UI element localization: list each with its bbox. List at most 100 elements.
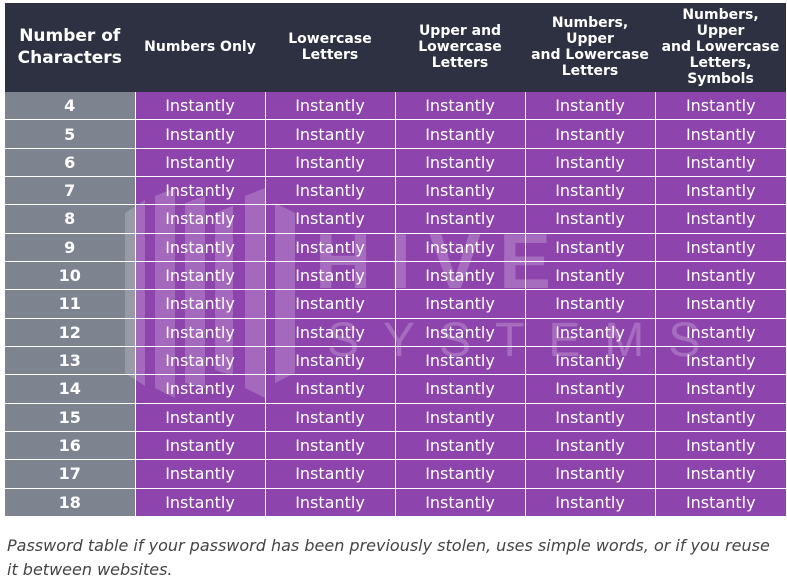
crack-time-cell: Instantly xyxy=(264,430,396,461)
header-line: Letters xyxy=(431,54,489,71)
crack-time-cell: Instantly xyxy=(524,430,656,461)
crack-time-cell: Instantly xyxy=(654,459,786,489)
crack-time-cell: Instantly xyxy=(134,289,266,319)
header-line: Characters xyxy=(17,47,122,68)
crack-time-cell: Instantly xyxy=(264,374,396,404)
crack-time-cell: Instantly xyxy=(264,317,396,347)
crack-time-cell: Instantly xyxy=(524,289,656,319)
table-row: 15 Instantly Instantly Instantly Instantly In… xyxy=(5,402,786,432)
figure-caption: Password table if your password has been… xyxy=(7,536,770,579)
crack-time-cell: Instantly xyxy=(654,260,786,291)
crack-time-cell: Instantly xyxy=(524,175,656,206)
header-row: Number of Characters Numbers Only Lowercase… xyxy=(5,3,786,91)
header-line: Upper and xyxy=(418,22,502,39)
crack-time-cell: Instantly xyxy=(394,204,526,234)
header-line: Lowercase xyxy=(418,38,502,55)
crack-time-cell: Instantly xyxy=(134,119,266,149)
crack-time-cell: Instantly xyxy=(654,232,786,262)
row-header-character-count: 13 xyxy=(5,345,136,376)
crack-time-cell: Instantly xyxy=(524,260,656,291)
crack-time-cell: Instantly xyxy=(394,260,526,291)
crack-time-cell: Instantly xyxy=(394,90,526,121)
crack-time-cell: Instantly xyxy=(264,90,396,121)
crack-time-cell: Instantly xyxy=(134,345,266,376)
table-row: 11 Instantly Instantly Instantly Instantly In… xyxy=(5,289,786,319)
crack-time-cell: Instantly xyxy=(524,317,656,347)
crack-time-cell: Instantly xyxy=(654,402,786,432)
table-row: 14 Instantly Instantly Instantly Instantly In… xyxy=(5,374,786,404)
crack-time-cell: Instantly xyxy=(524,402,656,432)
row-header-character-count: 6 xyxy=(5,147,136,178)
crack-time-cell: Instantly xyxy=(654,175,786,206)
column-header-1: Numbers Only xyxy=(135,3,266,91)
crack-time-cell: Instantly xyxy=(394,487,526,517)
table-row: 9 Instantly Instantly Instantly Instantly Ins… xyxy=(5,232,786,262)
row-header-character-count: 8 xyxy=(5,204,136,234)
table-row: 8 Instantly Instantly Instantly Instantly Ins… xyxy=(5,204,786,234)
crack-time-cell: Instantly xyxy=(394,402,526,432)
crack-time-cell: Instantly xyxy=(524,204,656,234)
table-row: 16 Instantly Instantly Instantly Instantly In… xyxy=(5,430,786,461)
header-line: Numbers, Upper xyxy=(682,6,759,39)
row-header-character-count: 5 xyxy=(5,119,136,149)
crack-time-cell: Instantly xyxy=(134,147,266,178)
row-header-character-count: 4 xyxy=(5,90,136,121)
crack-time-cell: Instantly xyxy=(394,317,526,347)
crack-time-cell: Instantly xyxy=(654,487,786,517)
crack-time-cell: Instantly xyxy=(134,90,266,121)
table-row: 10 Instantly Instantly Instantly Instantly In… xyxy=(5,260,786,291)
crack-time-cell: Instantly xyxy=(524,374,656,404)
crack-time-cell: Instantly xyxy=(654,119,786,149)
crack-time-cell: Instantly xyxy=(264,175,396,206)
row-header-character-count: 10 xyxy=(5,260,136,291)
crack-time-cell: Instantly xyxy=(654,317,786,347)
header-line: Lowercase xyxy=(288,30,372,47)
column-header-3: Upper and Lowercase Letters xyxy=(395,3,526,91)
column-header-5: Numbers, Upper and Lowercase Letters, Symb… xyxy=(655,3,786,91)
header-number-of-characters: Number of Characters xyxy=(5,3,136,91)
crack-time-cell: Instantly xyxy=(654,147,786,178)
table-row: 13 Instantly Instantly Instantly Instantly In… xyxy=(5,345,786,376)
crack-time-cell: Instantly xyxy=(524,90,656,121)
row-header-character-count: 17 xyxy=(5,459,136,489)
crack-time-cell: Instantly xyxy=(394,119,526,149)
header-line: Numbers Only xyxy=(144,38,256,55)
crack-time-cell: Instantly xyxy=(654,430,786,461)
crack-time-cell: Instantly xyxy=(134,317,266,347)
table-row: 4 Instantly Instantly Instantly Instantly Ins… xyxy=(5,90,786,121)
header-line: Letters xyxy=(561,62,619,79)
row-header-character-count: 15 xyxy=(5,402,136,432)
row-header-character-count: 14 xyxy=(5,374,136,404)
crack-time-cell: Instantly xyxy=(134,459,266,489)
crack-time-cell: Instantly xyxy=(524,147,656,178)
crack-time-cell: Instantly xyxy=(524,232,656,262)
crack-time-cell: Instantly xyxy=(134,374,266,404)
crack-time-cell: Instantly xyxy=(524,345,656,376)
crack-time-cell: Instantly xyxy=(134,402,266,432)
crack-time-cell: Instantly xyxy=(654,90,786,121)
crack-time-cell: Instantly xyxy=(134,175,266,206)
header-line: Number of xyxy=(19,25,121,46)
column-header-4: Numbers, Upper and Lowercase Letters xyxy=(525,3,656,91)
row-header-character-count: 11 xyxy=(5,289,136,319)
table-row: 7 Instantly Instantly Instantly Instantly Ins… xyxy=(5,175,786,206)
row-header-character-count: 16 xyxy=(5,430,136,461)
password-table-figure: Number of Characters Numbers Only Lowercase… xyxy=(5,3,786,517)
row-header-character-count: 18 xyxy=(5,487,136,517)
header-line: Letters, Symbols xyxy=(687,54,754,87)
crack-time-cell: Instantly xyxy=(394,430,526,461)
crack-time-cell: Instantly xyxy=(134,487,266,517)
crack-time-cell: Instantly xyxy=(394,374,526,404)
crack-time-cell: Instantly xyxy=(264,345,396,376)
crack-time-cell: Instantly xyxy=(264,459,396,489)
crack-time-cell: Instantly xyxy=(134,260,266,291)
crack-time-cell: Instantly xyxy=(394,232,526,262)
crack-time-cell: Instantly xyxy=(264,119,396,149)
row-header-character-count: 9 xyxy=(5,232,136,262)
crack-time-cell: Instantly xyxy=(134,430,266,461)
crack-time-cell: Instantly xyxy=(654,374,786,404)
crack-time-cell: Instantly xyxy=(654,289,786,319)
table-row: 17 Instantly Instantly Instantly Instantly In… xyxy=(5,459,786,489)
crack-time-cell: Instantly xyxy=(264,402,396,432)
crack-time-cell: Instantly xyxy=(264,204,396,234)
